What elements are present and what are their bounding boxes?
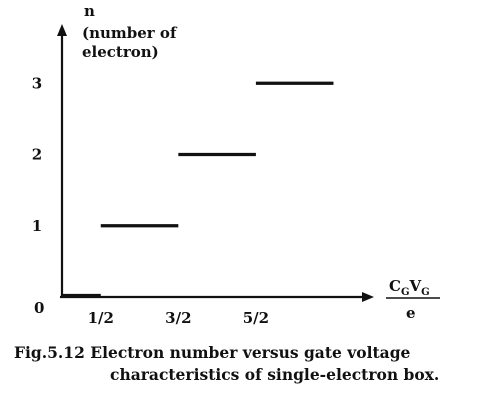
y-axis-note-line2: electron) xyxy=(82,43,159,61)
x-label-c-sub: G xyxy=(401,287,410,298)
x-axis-arrow-icon xyxy=(362,292,374,302)
origin-label: 0 xyxy=(34,299,44,317)
y-tick-label: 3 xyxy=(32,74,42,92)
x-axis-label: CGVG e xyxy=(386,277,440,322)
y-tick-label: 2 xyxy=(32,146,42,164)
x-tick-label: 3/2 xyxy=(165,309,191,327)
caption-line2: characteristics of single-electron box. xyxy=(110,365,440,384)
x-label-v-sub: G xyxy=(421,287,430,298)
step-segments xyxy=(62,81,334,298)
x-tick-label: 1/2 xyxy=(88,309,114,327)
svg-text:CGVG: CGVG xyxy=(389,277,430,298)
x-label-denominator: e xyxy=(406,304,416,322)
x-label-c: C xyxy=(389,277,401,295)
caption-line1: Fig.5.12 Electron number versus gate vol… xyxy=(14,343,411,362)
tick-labels: 1/2 3/2 5/2 1 2 3 xyxy=(32,74,269,327)
x-tick-label: 5/2 xyxy=(243,309,269,327)
figure-caption: Fig.5.12 Electron number versus gate vol… xyxy=(14,342,474,386)
y-tick-label: 1 xyxy=(32,217,42,235)
y-axis-symbol: n xyxy=(84,2,95,20)
y-axis-note-line1: (number of xyxy=(82,24,178,42)
y-axis-arrow-icon xyxy=(57,24,67,36)
x-label-v: V xyxy=(409,277,422,295)
